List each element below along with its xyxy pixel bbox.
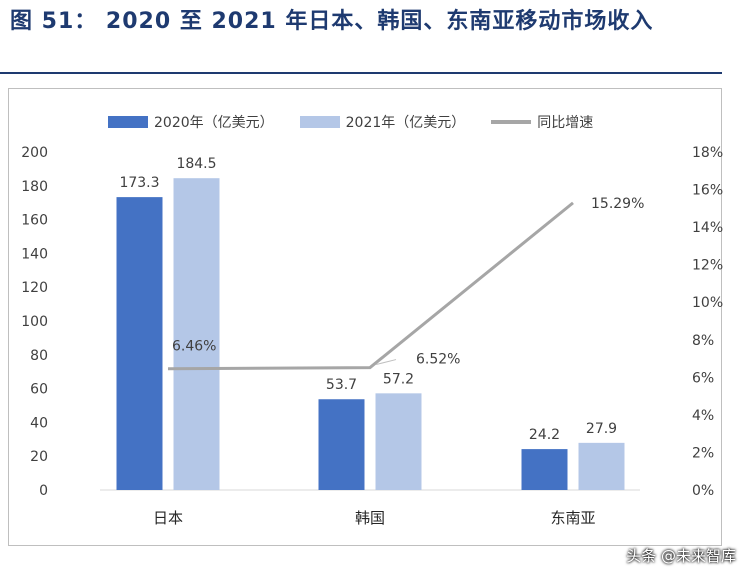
bar-2021-0 <box>173 178 220 490</box>
legend-label-growth: 同比增速 <box>537 115 594 131</box>
y-right-tick-label: 2% <box>692 445 714 461</box>
legend-label-2020: 2020年（亿美元） <box>154 115 274 131</box>
y-right-tick-label: 18% <box>692 145 723 161</box>
y-left-tick-label: 60 <box>30 382 48 398</box>
data-label-2020-0: 173.3 <box>119 175 159 191</box>
data-label-2021-1: 57.2 <box>383 371 414 387</box>
data-label-2020-2: 24.2 <box>529 427 560 443</box>
growth-label-leader-1 <box>375 359 397 366</box>
x-tick-label-1: 韩国 <box>355 509 385 527</box>
x-tick-label-2: 东南亚 <box>550 509 595 527</box>
y-left-tick-label: 100 <box>21 314 48 330</box>
y-left-tick-label: 0 <box>39 483 48 499</box>
bar-2021-1 <box>375 393 422 490</box>
y-right-tick-label: 14% <box>692 220 723 236</box>
bar-2021-2 <box>578 442 625 490</box>
legend-swatch-2020 <box>108 116 148 128</box>
y-left-tick-label: 120 <box>21 280 48 296</box>
legend-swatch-2021 <box>299 116 340 128</box>
growth-label-2: 15.29% <box>591 196 644 212</box>
growth-line <box>167 201 574 371</box>
bar-2020-0 <box>116 197 163 491</box>
y-right-tick-label: 4% <box>692 408 714 424</box>
watermark: 头条 @未来智库 <box>626 547 736 565</box>
y-right-tick-label: 0% <box>692 483 714 499</box>
y-left-tick-label: 180 <box>21 179 48 195</box>
data-label-2020-1: 53.7 <box>326 377 357 393</box>
data-label-2021-2: 27.9 <box>586 421 617 437</box>
bar-2020-1 <box>318 399 365 490</box>
y-left-tick-label: 160 <box>21 213 48 229</box>
growth-label-0: 6.46% <box>172 339 216 355</box>
legend-item-2021: 2021年（亿美元） <box>299 112 466 132</box>
y-left-tick-label: 40 <box>30 415 48 431</box>
y-right-tick-label: 6% <box>692 370 714 386</box>
y-left-tick-label: 80 <box>30 348 48 364</box>
growth-label-1: 6.52% <box>416 352 460 368</box>
chart-legend: 2020年（亿美元） 2021年（亿美元） 同比增速 <box>108 112 593 132</box>
chart-frame <box>8 88 722 546</box>
title-divider <box>0 72 722 74</box>
y-right-tick-label: 8% <box>692 333 714 349</box>
data-label-2021-0: 184.5 <box>176 156 216 172</box>
y-left-tick-label: 200 <box>21 145 48 161</box>
legend-item-growth: 同比增速 <box>491 112 593 132</box>
x-tick-label-0: 日本 <box>153 509 183 527</box>
legend-label-2021: 2021年（亿美元） <box>345 115 466 131</box>
y-right-tick-label: 10% <box>692 295 723 311</box>
legend-item-2020: 2020年（亿美元） <box>108 112 274 132</box>
y-left-tick-label: 20 <box>30 449 48 465</box>
figure-title: 图 51： 2020 至 2021 年日本、韩国、东南亚移动市场收入 <box>10 9 654 34</box>
legend-swatch-growth <box>491 120 532 124</box>
y-left-tick-label: 140 <box>21 246 48 262</box>
bar-2020-2 <box>521 449 568 490</box>
y-right-tick-label: 12% <box>692 258 723 274</box>
y-right-tick-label: 16% <box>692 183 723 199</box>
